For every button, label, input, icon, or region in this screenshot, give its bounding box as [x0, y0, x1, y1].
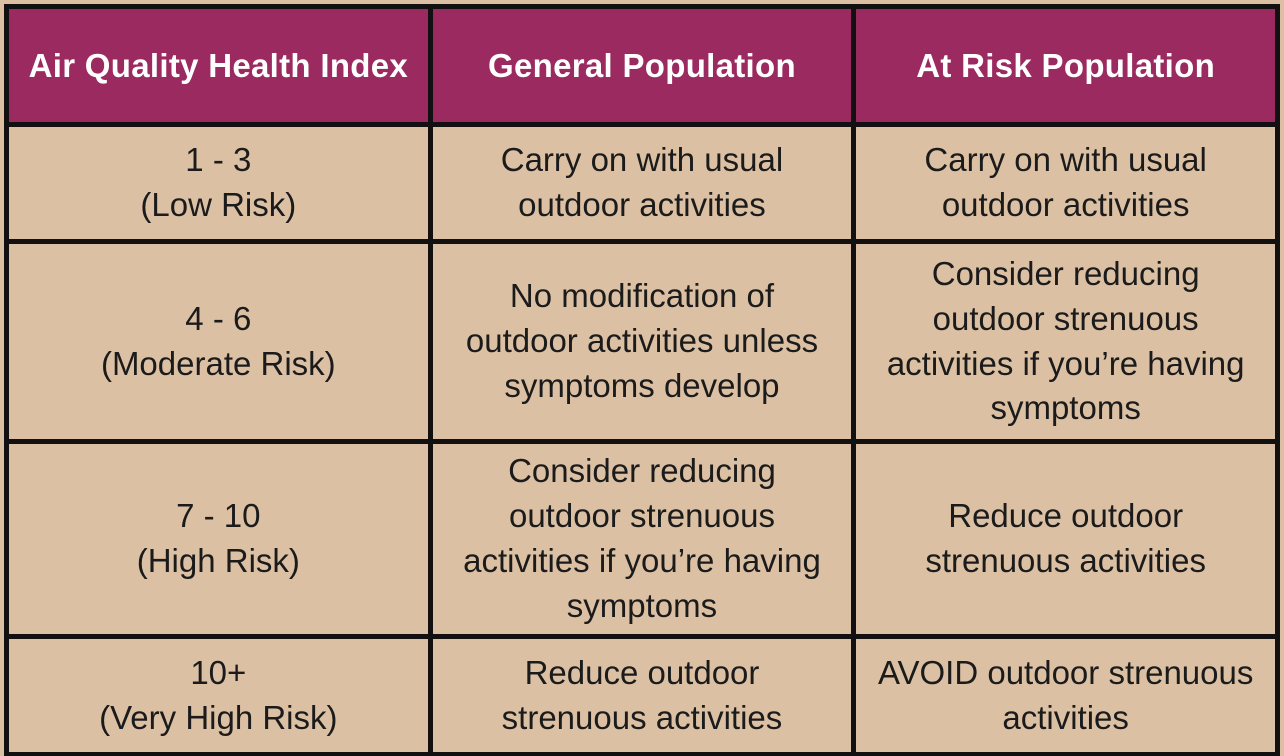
cell-moderate-risk-index: 4 - 6 (Moderate Risk)	[4, 239, 433, 444]
table-row-low-risk: 1 - 3 (Low Risk) Carry on with usual out…	[4, 122, 1280, 244]
table-row-moderate-risk: 4 - 6 (Moderate Risk) No modification of…	[4, 239, 1280, 444]
cell-very-high-risk-general: Reduce outdoor strenuous activities	[427, 634, 857, 756]
table-row-high-risk: 7 - 10 (High Risk) Consider reducing out…	[4, 439, 1280, 639]
aqhi-table: Air Quality Health Index General Populat…	[4, 4, 1280, 756]
cell-moderate-risk-general: No modification of outdoor activities un…	[427, 239, 857, 444]
header-cell-at-risk-population: At Risk Population	[851, 4, 1280, 127]
header-cell-general-population: General Population	[427, 4, 857, 127]
cell-low-risk-general: Carry on with usual outdoor activities	[427, 122, 857, 244]
header-row: Air Quality Health Index General Populat…	[4, 4, 1280, 127]
cell-low-risk-index: 1 - 3 (Low Risk)	[4, 122, 433, 244]
cell-high-risk-index: 7 - 10 (High Risk)	[4, 439, 433, 639]
cell-low-risk-at-risk: Carry on with usual outdoor activities	[851, 122, 1280, 244]
cell-high-risk-general: Consider reducing outdoor strenuous acti…	[427, 439, 857, 639]
cell-high-risk-at-risk: Reduce outdoor strenuous activities	[851, 439, 1280, 639]
cell-very-high-risk-at-risk: AVOID outdoor strenuous activities	[851, 634, 1280, 756]
table-row-very-high-risk: 10+ (Very High Risk) Reduce outdoor stre…	[4, 634, 1280, 756]
cell-very-high-risk-index: 10+ (Very High Risk)	[4, 634, 433, 756]
header-cell-aqhi: Air Quality Health Index	[4, 4, 433, 127]
cell-moderate-risk-at-risk: Consider reducing outdoor strenuous acti…	[851, 239, 1280, 444]
